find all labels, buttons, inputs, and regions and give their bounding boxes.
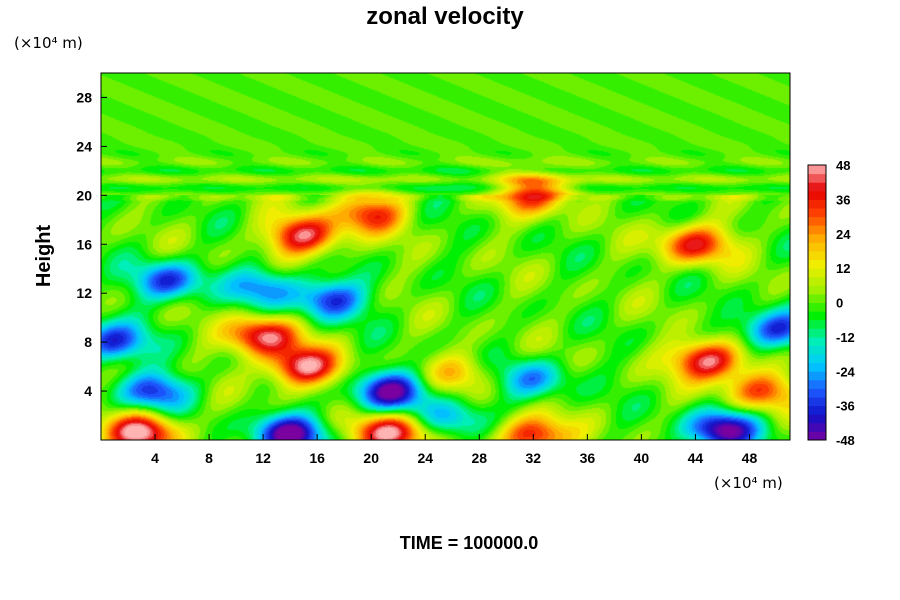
colorbar-level <box>808 250 826 261</box>
colorbar-level <box>808 225 826 235</box>
y-tick-label: 16 <box>76 236 92 252</box>
x-tick-label: 40 <box>634 450 650 466</box>
colorbar-tick-label: -36 <box>836 399 855 414</box>
colorbar-level <box>808 276 826 286</box>
heatmap-field <box>101 73 790 440</box>
y-tick-label: 24 <box>76 138 92 154</box>
colorbar-level <box>808 328 826 338</box>
y-axis-ticks: 4 8 12 16 20 24 28 <box>76 89 107 399</box>
chart-title: zonal velocity <box>366 3 524 30</box>
colorbar-level <box>808 233 826 243</box>
colorbar-level <box>808 165 826 175</box>
colorbar-level <box>808 268 826 278</box>
colorbar-level <box>808 199 826 209</box>
colorbar-level <box>808 422 826 432</box>
y-tick-label: 8 <box>84 334 92 350</box>
colorbar-level <box>808 431 826 441</box>
colorbar-level <box>808 354 826 364</box>
colorbar-level <box>808 362 826 372</box>
colorbar-tick-label: -24 <box>836 364 856 379</box>
x-tick-label: 24 <box>417 450 433 466</box>
colorbar-tick-label: -48 <box>836 433 855 448</box>
colorbar-level <box>808 302 826 312</box>
colorbar-level <box>808 190 826 200</box>
time-label: TIME = 100000.0 <box>400 533 539 553</box>
x-tick-label: 48 <box>742 450 758 466</box>
colorbar-level <box>808 182 826 192</box>
colorbar-level <box>808 259 826 269</box>
x-tick-label: 44 <box>688 450 704 466</box>
colorbar-level <box>808 405 826 415</box>
colorbar-level <box>808 293 826 303</box>
colorbar-level <box>808 336 826 346</box>
colorbar-tick-label: 24 <box>836 227 851 242</box>
y-tick-label: 4 <box>84 383 92 399</box>
colorbar-tick-label: 12 <box>836 261 850 276</box>
colorbar-level <box>808 242 826 252</box>
y-axis-unit: (×10⁴ m) <box>14 34 83 52</box>
plot-area <box>100 72 791 441</box>
colorbar-level <box>808 371 826 381</box>
colorbar-level <box>808 379 826 389</box>
colorbar-level <box>808 414 826 424</box>
x-tick-label: 8 <box>205 450 213 466</box>
y-tick-label: 20 <box>76 187 92 203</box>
colorbar-tick-label: 36 <box>836 192 850 207</box>
x-tick-label: 36 <box>580 450 596 466</box>
x-tick-label: 12 <box>255 450 271 466</box>
x-tick-label: 16 <box>309 450 325 466</box>
y-tick-label: 28 <box>76 89 92 105</box>
x-axis-unit: (×10⁴ m) <box>714 474 783 492</box>
colorbar <box>807 164 827 441</box>
x-tick-label: 20 <box>363 450 379 466</box>
colorbar-level <box>808 216 826 226</box>
colorbar-level <box>808 173 826 183</box>
colorbar-level <box>808 319 826 329</box>
plot-frame <box>100 72 791 441</box>
colorbar-frame <box>807 164 827 441</box>
colorbar-level <box>808 397 826 407</box>
colorbar-tick-label: 0 <box>836 296 843 311</box>
colorbar-level <box>808 311 826 321</box>
y-tick-label: 12 <box>76 285 92 301</box>
colorbar-level <box>808 285 826 295</box>
colorbar-level <box>808 207 826 218</box>
colorbar-level <box>808 345 826 355</box>
colorbar-level <box>808 388 826 398</box>
colorbar-tick-label: -12 <box>836 330 855 345</box>
y-axis-label: Height <box>33 225 55 288</box>
x-axis-ticks: 4 8 12 16 20 24 28 32 36 40 44 48 <box>151 434 757 466</box>
colorbar-ticks: 48 36 24 12 0 -12 -24 -36 -48 <box>836 158 856 448</box>
x-tick-label: 32 <box>526 450 542 466</box>
colorbar-tick-label: 48 <box>836 158 850 173</box>
x-tick-label: 28 <box>471 450 487 466</box>
x-tick-label: 4 <box>151 450 159 466</box>
